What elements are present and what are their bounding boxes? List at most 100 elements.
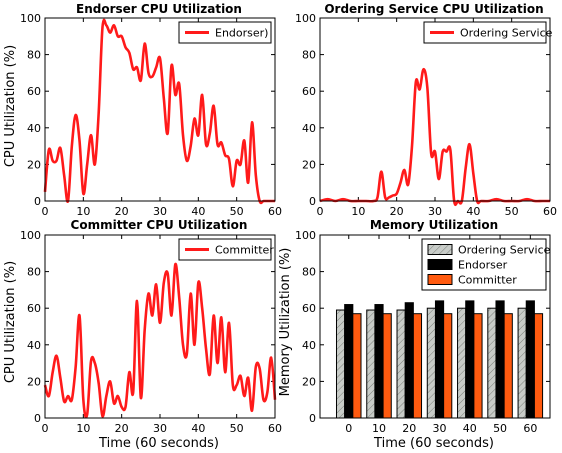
x-tick-label: 20 xyxy=(115,205,129,218)
x-tick-label: 30 xyxy=(153,205,167,218)
y-tick-label: 60 xyxy=(302,302,316,315)
bar xyxy=(404,302,414,419)
bar xyxy=(396,309,406,419)
y-tick-label: 20 xyxy=(302,375,316,388)
x-tick-label: 60 xyxy=(523,422,537,435)
y-tick-label: 100 xyxy=(295,12,316,25)
x-tick-label: 0 xyxy=(345,422,352,435)
legend-box xyxy=(178,238,272,261)
legend-box xyxy=(178,21,272,44)
y-tick-label: 100 xyxy=(20,12,41,25)
chart-memory-utilization: Memory Utilization Memory Utilization (%… xyxy=(278,218,551,451)
x-tick-label: 40 xyxy=(466,205,480,218)
legend-swatch xyxy=(427,259,453,270)
x-tick-label: 30 xyxy=(428,205,442,218)
x-tick-label: 60 xyxy=(543,205,557,218)
bar xyxy=(352,313,362,419)
x-tick-label: 40 xyxy=(191,205,205,218)
bar xyxy=(366,309,376,419)
y-tick-label: 40 xyxy=(302,122,316,135)
y-axis-label: CPU Utilization (%) xyxy=(3,261,18,383)
y-tick-label: 80 xyxy=(27,49,41,62)
y-tick-label: 80 xyxy=(302,266,316,279)
x-tick-label: 20 xyxy=(115,422,129,435)
bar xyxy=(457,307,467,419)
legend-label: Ordering Service xyxy=(458,244,551,257)
x-tick-label: 60 xyxy=(268,205,282,218)
y-axis-label: Memory Utilization (%) xyxy=(278,248,293,397)
y-tick-label: 0 xyxy=(34,195,41,208)
x-tick-label: 50 xyxy=(230,205,244,218)
x-tick-label: 10 xyxy=(372,422,386,435)
bar xyxy=(517,307,527,419)
y-tick-label: 60 xyxy=(27,85,41,98)
bar xyxy=(533,313,544,419)
bar xyxy=(344,304,354,419)
bar xyxy=(335,309,346,419)
legend-box xyxy=(423,21,547,44)
y-tick-label: 20 xyxy=(302,158,316,171)
x-tick-label: 10 xyxy=(76,422,90,435)
bar xyxy=(382,313,392,419)
series-line xyxy=(43,262,277,419)
legend-swatch xyxy=(427,274,453,285)
x-tick-label: 50 xyxy=(505,205,519,218)
bar xyxy=(503,313,513,419)
y-tick-label: 20 xyxy=(27,158,41,171)
bar xyxy=(426,307,436,419)
y-tick-label: 80 xyxy=(302,49,316,62)
x-tick-label: 10 xyxy=(351,205,365,218)
x-tick-label: 10 xyxy=(76,205,90,218)
y-tick-label: 100 xyxy=(20,229,41,242)
x-tick-label: 30 xyxy=(433,422,447,435)
y-tick-label: 80 xyxy=(27,266,41,279)
chart-ordering-service-cpu: Ordering Service CPU Utilization 0 20 40 60… xyxy=(295,2,557,218)
x-tick-label: 0 xyxy=(42,205,49,218)
bar xyxy=(487,307,497,419)
series-line xyxy=(319,67,550,207)
x-tick-label: 0 xyxy=(317,205,324,218)
x-tick-label: 0 xyxy=(42,422,49,435)
plot-frame xyxy=(44,234,276,419)
bar xyxy=(374,304,384,419)
x-tick-label: 50 xyxy=(230,422,244,435)
series-line xyxy=(43,18,275,205)
x-tick-label: 30 xyxy=(153,422,167,435)
y-tick-label: 40 xyxy=(27,122,41,135)
bar xyxy=(525,300,535,419)
y-tick-label: 40 xyxy=(302,339,316,352)
bar xyxy=(412,313,423,419)
y-tick-label: 100 xyxy=(295,229,316,242)
y-tick-label: 0 xyxy=(309,195,316,208)
bar xyxy=(465,300,475,419)
chart-title: Endorser CPU Utilization xyxy=(76,2,242,16)
x-tick-label: 40 xyxy=(191,422,205,435)
chart-endorser-cpu: Endorser CPU Utilization CPU Utilization… xyxy=(3,2,282,218)
x-tick-label: 60 xyxy=(268,422,282,435)
chart-title: Memory Utilization xyxy=(370,218,498,232)
bar xyxy=(473,313,483,419)
legend-label: Committer xyxy=(458,274,517,287)
y-tick-label: 40 xyxy=(27,339,41,352)
plot-frame xyxy=(44,17,276,202)
chart-committer-cpu: Committer CPU Utilization CPU Utilizatio… xyxy=(3,218,282,451)
plot-frame xyxy=(319,17,551,202)
y-tick-label: 60 xyxy=(302,85,316,98)
bar xyxy=(495,300,505,419)
x-tick-label: 20 xyxy=(390,205,404,218)
chart-title: Committer CPU Utilization xyxy=(71,218,248,232)
legend-label: Endorser xyxy=(458,259,508,272)
y-axis-label: CPU Utilization (%) xyxy=(3,45,18,167)
bar xyxy=(443,313,453,419)
y-tick-label: 0 xyxy=(309,412,316,425)
legend-swatch xyxy=(427,244,453,255)
bar xyxy=(434,300,445,419)
legend-label: Committer xyxy=(215,244,274,257)
x-axis-label: Time (60 seconds) xyxy=(373,436,494,451)
x-tick-label: 40 xyxy=(463,422,477,435)
legend-label: Ordering Service xyxy=(460,27,553,40)
x-tick-label: 50 xyxy=(493,422,507,435)
y-tick-label: 60 xyxy=(27,302,41,315)
x-tick-label: 20 xyxy=(402,422,416,435)
